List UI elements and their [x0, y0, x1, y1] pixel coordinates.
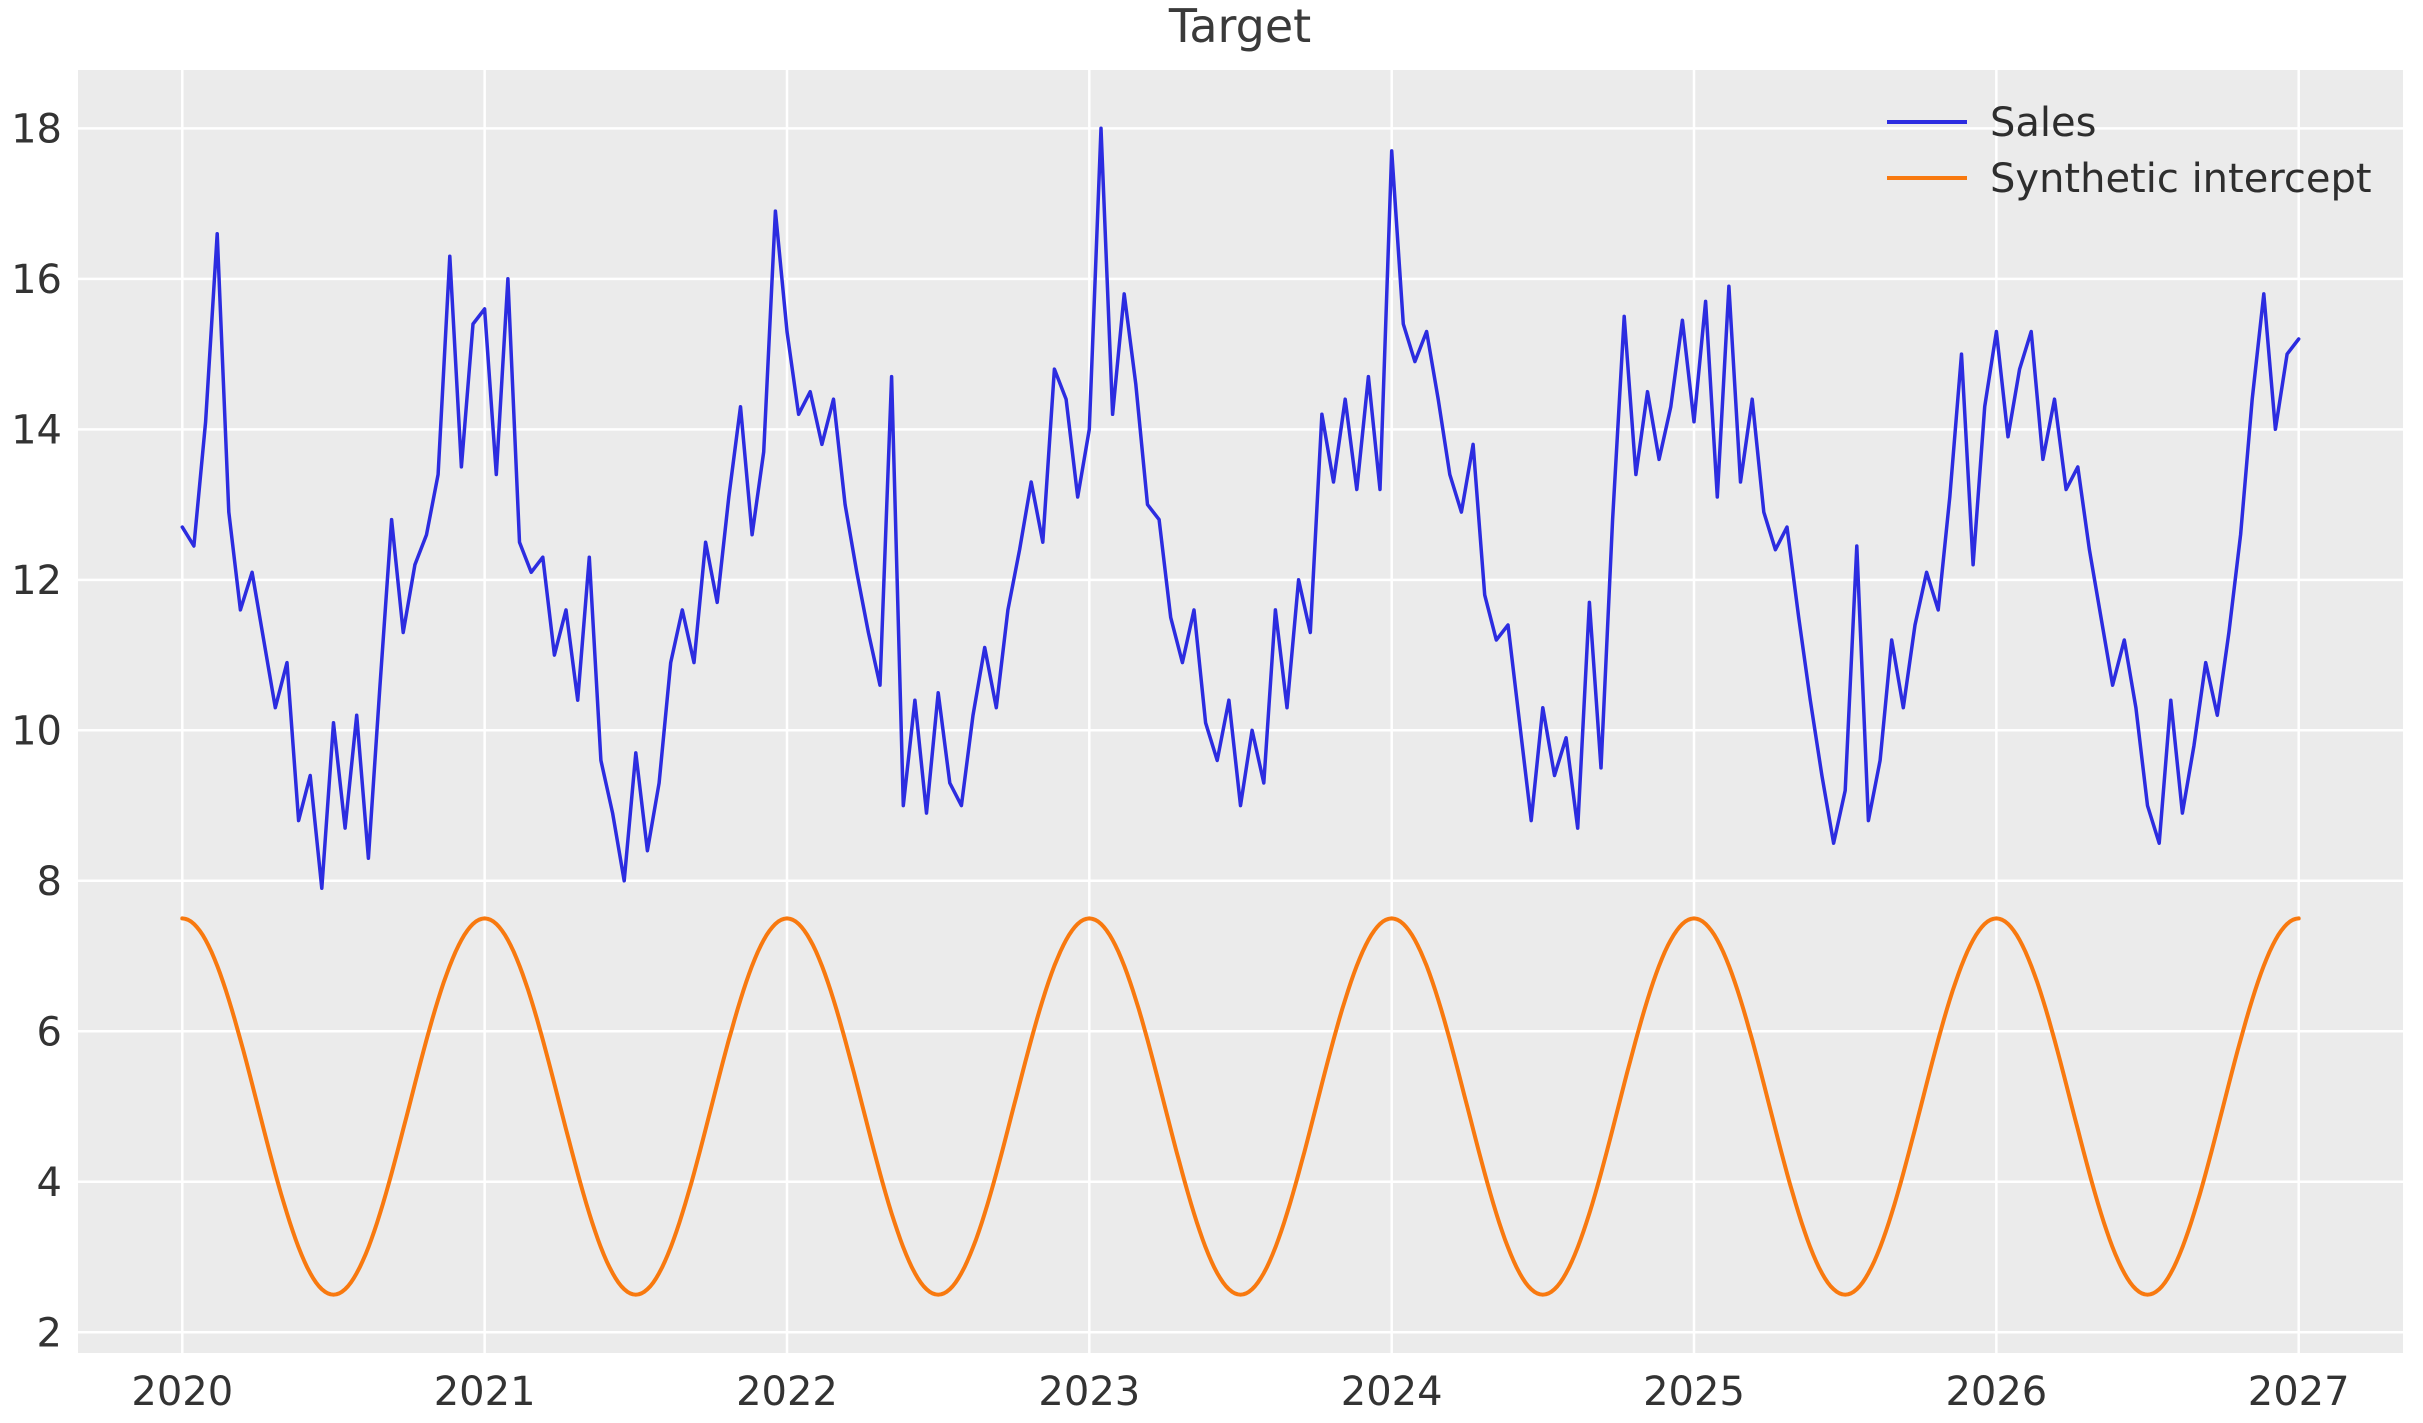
y-axis-tick-labels: 2 4 6 8 10 12 14 16 18 [11, 106, 62, 1356]
y-tick-label: 14 [11, 407, 62, 453]
y-tick-label: 16 [11, 257, 62, 303]
legend-entry-synthetic-intercept: Synthetic intercept [1887, 156, 2372, 202]
x-gridlines [181, 70, 2300, 1353]
sales-line [180, 126, 2301, 891]
x-tick-label: 2023 [1038, 1369, 1140, 1415]
sales-legend-label: Sales [1990, 100, 2096, 146]
x-tick-label: 2027 [2248, 1369, 2350, 1415]
chart-title: Target [1168, 0, 1311, 53]
y-tick-label: 8 [37, 859, 62, 905]
y-tick-label: 2 [37, 1310, 62, 1356]
x-tick-label: 2022 [736, 1369, 838, 1415]
synthetic-intercept-legend-label: Synthetic intercept [1990, 156, 2372, 202]
legend: Sales Synthetic intercept [1887, 100, 2372, 202]
x-tick-label: 2024 [1341, 1369, 1443, 1415]
y-tick-label: 18 [11, 106, 62, 152]
x-tick-label: 2021 [434, 1369, 536, 1415]
y-tick-label: 12 [11, 558, 62, 604]
x-tick-label: 2026 [1945, 1369, 2047, 1415]
y-tick-label: 4 [37, 1160, 62, 1206]
plot-area [78, 70, 2403, 1353]
x-tick-label: 2025 [1643, 1369, 1745, 1415]
x-tick-label: 2020 [131, 1369, 233, 1415]
y-gridlines [78, 127, 2403, 1334]
synthetic-intercept-line [180, 916, 2301, 1297]
y-tick-label: 6 [37, 1009, 62, 1055]
x-axis-tick-labels: 2020 2021 2022 2023 2024 2025 2026 2027 [131, 1369, 2349, 1415]
y-tick-label: 10 [11, 708, 62, 754]
legend-entry-sales: Sales [1887, 100, 2096, 146]
